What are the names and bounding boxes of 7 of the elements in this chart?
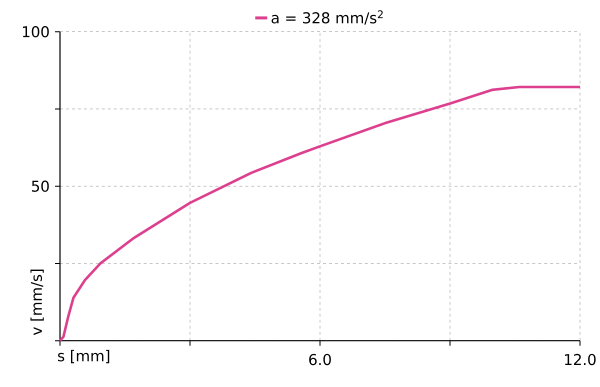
x-axis-title: s [mm] <box>58 350 110 364</box>
y-axis-title: v [mm/s] <box>30 270 44 336</box>
legend-label: a = 328 mm/s$^{2}$ <box>272 10 383 25</box>
y-tick-label: 100 <box>22 26 49 38</box>
x-tick-label: 6.0 <box>309 354 331 366</box>
y-tick-label: 50 <box>32 180 49 192</box>
x-tick-label: 12.0 <box>565 354 596 366</box>
